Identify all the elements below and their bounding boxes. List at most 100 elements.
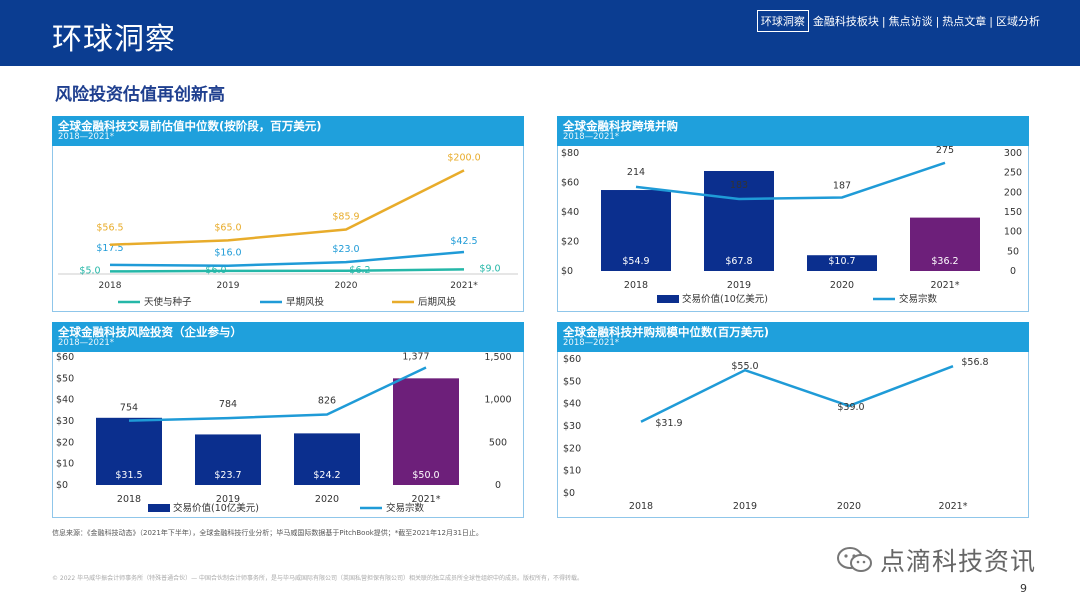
y-right-tick-label: 500	[489, 437, 507, 448]
chart-subtitle: 2018—2021*	[58, 338, 115, 348]
bar	[910, 217, 980, 271]
legend-label: 交易价值(10亿美元)	[173, 502, 259, 514]
x-tick-label: 2020	[335, 281, 358, 291]
bar	[96, 417, 162, 485]
nav-item-regions[interactable]: 区域分析	[996, 15, 1040, 28]
y-right-tick-label: 0	[1010, 266, 1016, 277]
legend-label: 天使与种子	[144, 296, 192, 308]
data-label: $9.0	[479, 263, 500, 274]
watermark-text: 点滴科技资讯	[880, 547, 1037, 576]
legend-label: 后期风投	[418, 296, 457, 308]
legend-label: 交易价值(10亿美元)	[682, 293, 768, 305]
watermark: 点滴科技资讯	[836, 542, 1036, 578]
section-nav: 环球洞察 金融科技板块 | 焦点访谈 | 热点文章 | 区域分析	[756, 10, 1040, 32]
chart-title: 全球金融科技风险投资（企业参与）	[58, 325, 242, 339]
series-line-0	[109, 268, 465, 273]
nav-separator: |	[989, 14, 993, 28]
bar-value-label: $24.2	[313, 470, 340, 481]
nav-item-interviews[interactable]: 焦点访谈	[888, 15, 933, 28]
chart-header: 全球金融科技跨境并购 2018—2021*	[557, 116, 1029, 146]
bar-value-label: $54.9	[622, 256, 649, 267]
source-note: 信息来源：《金融科技动态》（2021年下半年），全球金融科技行业分析；毕马威国际…	[52, 529, 483, 537]
bar-value-label: $23.7	[214, 470, 241, 481]
chart-title: 全球金融科技并购规模中位数(百万美元)	[563, 325, 770, 339]
line-value-label: 275	[936, 145, 954, 156]
chart-frame	[52, 352, 524, 518]
chart-panel-ma-median: 全球金融科技并购规模中位数(百万美元) 2018—2021* $0 $10 $20 $…	[557, 322, 1029, 518]
y-left-tick-label: $60	[561, 178, 579, 189]
series-line-1	[109, 250, 465, 267]
chart-subtitle: 2018—2021*	[563, 132, 620, 142]
chart-panel-corporate-vc: 全球金融科技风险投资（企业参与） 2018—2021* $0 $10 $20 $30 $…	[52, 322, 524, 518]
nav-separator: |	[881, 14, 886, 28]
x-tick-label: 2020	[830, 280, 854, 291]
bar-value-label: $67.8	[725, 256, 752, 267]
y-left-tick-label: $30	[56, 416, 74, 427]
chart-frame	[557, 352, 1029, 518]
x-tick-label: 2021*	[412, 494, 441, 505]
y-right-tick-label: 1,000	[484, 395, 511, 406]
y-left-tick-label: $20	[561, 237, 579, 248]
series-line	[640, 364, 954, 423]
y-right-tick-label: 50	[1007, 246, 1019, 257]
data-label: $6.0	[205, 265, 226, 276]
line-value-label: 784	[219, 399, 237, 410]
chart-panel-valuation: 全球金融科技交易前估值中位数(按阶段，百万美元) 2018—2021* 2018…	[52, 116, 524, 312]
chart-frame	[557, 146, 1029, 312]
y-tick-label: $50	[563, 376, 581, 387]
y-tick-label: $0	[563, 488, 575, 499]
x-tick-label: 2021*	[931, 280, 960, 291]
y-right-tick-label: 200	[1004, 187, 1022, 198]
y-tick-label: $10	[563, 466, 581, 477]
corporate-vc-combo-chart: $0 $10 $20 $30 $40 $50 $60 0 500 1,000 1,500 2018 20…	[56, 351, 512, 514]
nav-item-articles[interactable]: 热点文章	[942, 15, 987, 28]
y-tick-label: $60	[563, 354, 581, 365]
bar-value-label: $31.5	[115, 470, 142, 481]
copyright-note: © 2022 毕马威华振会计师事务所（特殊普通合伙）— 中国合伙制会计师事务所，…	[52, 575, 583, 582]
y-left-tick-label: $20	[56, 437, 74, 448]
y-right-tick-label: 250	[1004, 168, 1022, 179]
chart-panel-cross-border-ma: 全球金融科技跨境并购 2018—2021* $0 $20 $40 $60 $80 0 50 1…	[557, 116, 1029, 312]
y-left-tick-label: $80	[561, 148, 579, 159]
line-value-label: 187	[833, 180, 851, 191]
x-tick-label: 2019	[727, 280, 751, 291]
y-left-tick-label: $10	[56, 459, 74, 470]
x-tick-label: 2020	[315, 494, 339, 505]
x-tick-label: 2021*	[939, 501, 968, 512]
data-label: $56.8	[961, 357, 988, 368]
data-label: $65.0	[214, 222, 241, 233]
y-left-tick-label: $40	[561, 207, 579, 218]
valuation-line-chart: 2018 2019 2020 2021* $5.0 $6.0 $6.2 $9.0 $17.5 $1…	[58, 152, 518, 308]
x-tick-label: 2019	[217, 281, 240, 291]
chart-header: 全球金融科技风险投资（企业参与） 2018—2021*	[52, 322, 524, 352]
y-right-tick-label: 0	[495, 480, 501, 491]
series-line-2	[109, 169, 465, 246]
x-tick-label: 2019	[733, 501, 757, 512]
y-left-tick-label: $0	[56, 480, 68, 491]
chart-subtitle: 2018—2021*	[563, 338, 620, 348]
section-subtitle: 风险投资估值再创新高	[55, 85, 225, 105]
x-tick-label: 2018	[629, 501, 653, 512]
bar	[195, 434, 261, 485]
chart-header: 全球金融科技并购规模中位数(百万美元) 2018—2021*	[557, 322, 1029, 352]
header-banner: 环球洞察 环球洞察 金融科技板块 | 焦点访谈 | 热点文章 | 区域分析	[0, 0, 1080, 66]
bar-value-label: $50.0	[412, 470, 439, 481]
y-tick-label: $40	[563, 399, 581, 410]
bar	[704, 170, 774, 271]
chart-subtitle: 2018—2021*	[58, 132, 115, 142]
nav-item-active[interactable]: 环球洞察	[756, 10, 809, 32]
y-tick-label: $20	[563, 443, 581, 454]
ma-median-line-chart: $0 $10 $20 $30 $40 $50 $60 2018 2019 2020 2021* $31…	[563, 354, 989, 512]
bar-value-label: $10.7	[828, 256, 855, 267]
y-right-tick-label: 300	[1004, 148, 1022, 159]
legend-swatch	[657, 295, 679, 303]
bar	[393, 378, 459, 485]
page-number: 9	[1020, 582, 1027, 595]
x-tick-label: 2019	[216, 494, 240, 505]
nav-item-fintech[interactable]: 金融科技板块	[812, 15, 879, 28]
x-tick-label: 2020	[837, 501, 861, 512]
data-label: $39.0	[837, 402, 864, 413]
data-label: $42.5	[450, 236, 477, 247]
data-label: $16.0	[214, 248, 241, 259]
bar	[601, 190, 671, 271]
